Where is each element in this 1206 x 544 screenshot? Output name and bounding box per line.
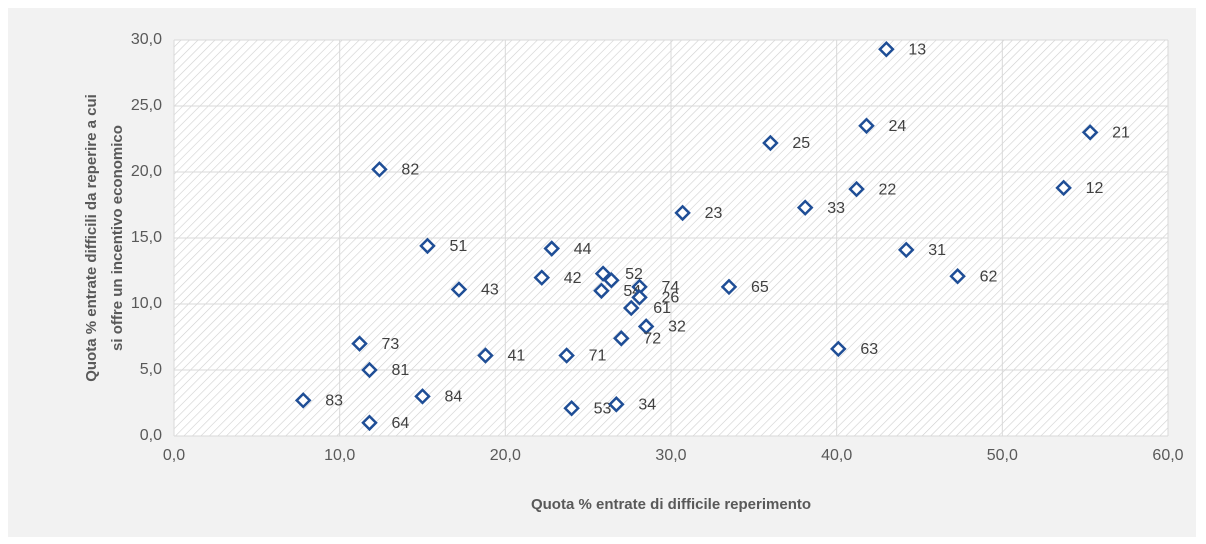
point — [558, 347, 575, 364]
point — [613, 330, 630, 347]
point-label: 42 — [564, 270, 582, 287]
point — [762, 134, 779, 152]
point-label: 65 — [751, 279, 769, 296]
point — [637, 318, 655, 335]
point-label: 81 — [391, 362, 409, 379]
point-label: 82 — [401, 162, 419, 179]
point — [594, 265, 612, 282]
point — [858, 117, 875, 135]
point — [450, 281, 468, 298]
x-tick-label: 30,0 — [655, 447, 686, 464]
point — [720, 278, 738, 296]
point-label: 12 — [1086, 180, 1104, 197]
point — [477, 347, 494, 364]
x-tick-label: 60,0 — [1152, 447, 1183, 464]
point-label: 61 — [653, 300, 671, 317]
point — [543, 240, 560, 257]
point-label: 33 — [827, 200, 845, 217]
point-label: 73 — [382, 336, 400, 353]
point — [414, 388, 431, 405]
point — [603, 271, 620, 289]
x-tick-label: 10,0 — [324, 447, 355, 464]
y-tick-label: 5,0 — [140, 361, 162, 378]
point — [796, 199, 814, 216]
y-tick-label: 10,0 — [131, 295, 162, 312]
point-label: 83 — [325, 393, 343, 410]
point — [631, 289, 648, 306]
point — [294, 392, 312, 409]
y-tick-label: 30,0 — [131, 31, 162, 48]
point-label: 53 — [594, 400, 612, 417]
y-tick-label: 25,0 — [131, 97, 162, 114]
point-label: 21 — [1112, 125, 1130, 142]
point-label: 13 — [908, 41, 926, 58]
point — [419, 237, 436, 255]
point-label: 26 — [662, 290, 680, 307]
y-axis-title: si offre un incentivo economico — [109, 125, 126, 351]
point-label: 32 — [668, 319, 686, 336]
y-axis-title: Quota % entrate difficili da reperire a … — [83, 94, 100, 382]
point-label: 25 — [792, 135, 810, 152]
point-label: 24 — [888, 118, 906, 135]
point-label: 84 — [445, 389, 463, 406]
point-label: 22 — [879, 181, 897, 198]
point — [1055, 179, 1072, 197]
point — [533, 269, 551, 286]
point — [848, 180, 865, 198]
x-tick-label: 20,0 — [490, 447, 521, 464]
point — [351, 335, 368, 352]
y-tick-label: 0,0 — [140, 427, 162, 444]
point — [593, 282, 610, 300]
point-label: 44 — [574, 241, 592, 258]
point — [949, 268, 966, 285]
point — [371, 161, 388, 178]
point-label: 74 — [662, 279, 680, 296]
point-label: 34 — [638, 397, 656, 414]
x-tick-label: 0,0 — [163, 447, 185, 464]
point-label: 31 — [928, 242, 946, 259]
point — [674, 204, 691, 222]
point — [608, 396, 625, 413]
point — [897, 241, 915, 259]
point-label: 51 — [449, 238, 467, 255]
x-axis-title: Quota % entrate di difficile reperimento — [531, 496, 811, 513]
point-label: 62 — [980, 268, 998, 285]
point-label: 63 — [860, 341, 878, 358]
point — [361, 361, 378, 379]
x-tick-label: 40,0 — [821, 447, 852, 464]
point — [563, 400, 580, 417]
point-label: 23 — [705, 205, 723, 222]
point — [878, 40, 895, 58]
point-label: 41 — [507, 348, 525, 365]
point-label: 43 — [481, 282, 499, 299]
point — [622, 299, 640, 317]
point — [361, 414, 378, 432]
point-label: 72 — [643, 331, 661, 348]
point-label: 71 — [589, 348, 607, 365]
y-tick-label: 15,0 — [131, 229, 162, 246]
point-label: 64 — [391, 415, 409, 432]
point — [830, 340, 847, 358]
y-tick-label: 20,0 — [131, 163, 162, 180]
point-label: 52 — [625, 266, 643, 283]
x-tick-label: 50,0 — [987, 447, 1018, 464]
point — [1081, 124, 1099, 141]
